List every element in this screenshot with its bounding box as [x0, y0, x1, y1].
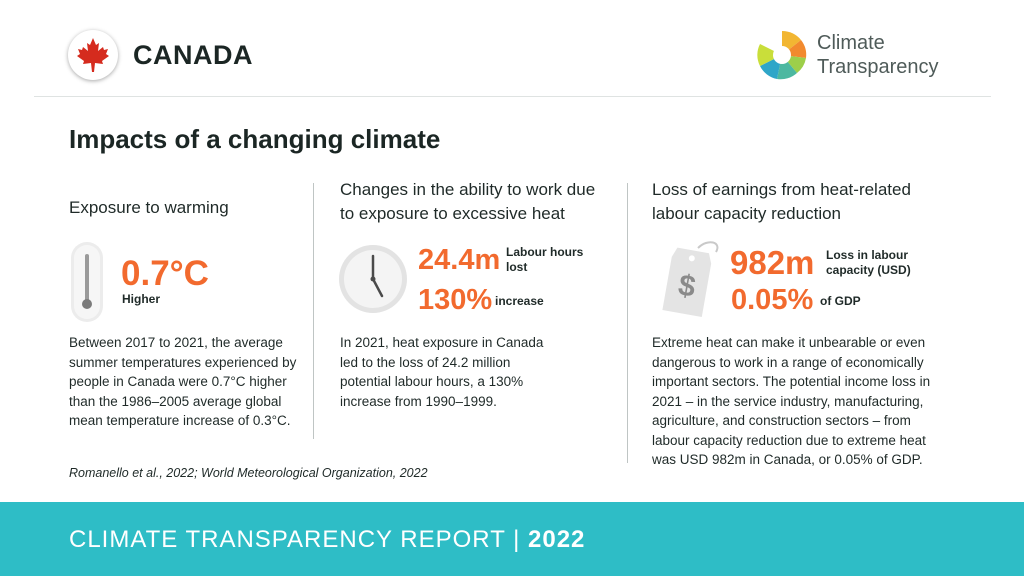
thermometer-icon	[71, 242, 103, 322]
brand-name-line1: Climate	[817, 32, 885, 54]
column-title-warming: Exposure to warming	[69, 198, 229, 217]
footer-title: CLIMATE TRANSPARENCY REPORT | 2022	[69, 526, 585, 554]
column-divider-1	[313, 183, 314, 439]
income-loss-value: 982m	[730, 244, 815, 281]
column-title-earnings: Loss of earnings from heat-related labou…	[652, 178, 911, 226]
canada-flag-badge	[68, 30, 118, 80]
label-line: lost	[506, 260, 528, 274]
income-loss-label: Loss in labour capacity (USD)	[826, 248, 911, 278]
gdp-share-value: 0.05%	[731, 284, 814, 316]
column-divider-2	[627, 183, 628, 463]
footer-banner: CLIMATE TRANSPARENCY REPORT | 2022	[0, 502, 1024, 576]
price-tag-icon: $	[662, 241, 719, 317]
warming-value: 0.7°C	[121, 254, 209, 293]
labour-hours-label: Labour hours lost	[506, 245, 583, 275]
column-title-line: labour capacity reduction	[652, 204, 842, 223]
maple-leaf-icon	[77, 38, 109, 72]
footer-report-name: CLIMATE TRANSPARENCY REPORT |	[69, 526, 528, 553]
label-line: capacity (USD)	[826, 263, 911, 277]
label-line: Loss in labour	[826, 248, 909, 262]
dollar-sign: $	[676, 269, 698, 304]
brand-logo-icon	[757, 30, 807, 80]
header-divider	[34, 96, 991, 97]
brand-name-line2: Transparency	[817, 56, 939, 78]
gdp-share-label: of GDP	[820, 294, 861, 308]
warming-description: Between 2017 to 2021, the average summer…	[69, 335, 297, 428]
warming-label: Higher	[122, 292, 161, 306]
column-title-line: Changes in the ability to work due	[340, 180, 596, 199]
increase-label: increase	[495, 294, 544, 308]
column-title-line: to exposure to excessive heat	[340, 204, 565, 223]
source-citation: Romanello et al., 2022; World Meteorolog…	[69, 466, 428, 480]
column-title-line: Loss of earnings from heat-related	[652, 180, 911, 199]
page-title: Impacts of a changing climate	[69, 124, 441, 154]
clock-icon	[339, 245, 407, 313]
climate-transparency-logo[interactable]: Climate Transparency	[755, 28, 975, 84]
column-title-work-ability: Changes in the ability to work due to ex…	[340, 178, 595, 226]
earnings-description: Extreme heat can make it unbearable or e…	[652, 335, 931, 467]
label-line: Labour hours	[506, 245, 584, 259]
footer-year: 2022	[528, 526, 586, 553]
increase-value: 130%	[418, 284, 493, 316]
work-ability-description: In 2021, heat exposure in Canada led to …	[340, 335, 544, 409]
header: CANADA Climate Transparency	[0, 0, 1024, 97]
country-name: CANADA	[133, 40, 253, 70]
labour-hours-value: 24.4m	[418, 244, 501, 276]
